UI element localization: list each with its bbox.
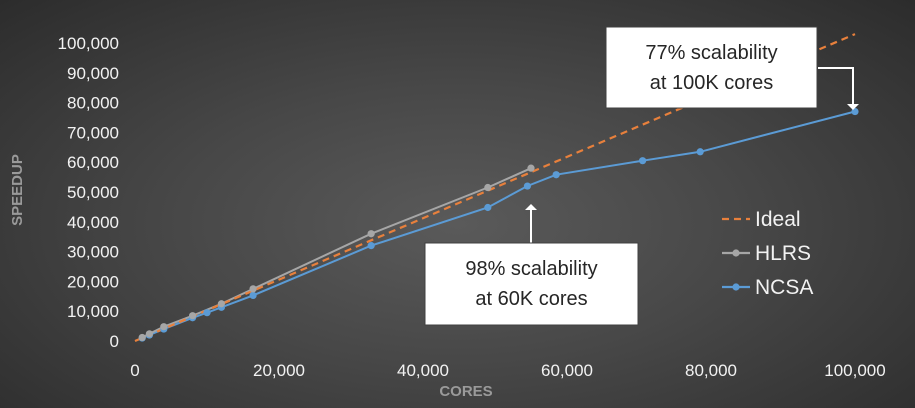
legend-item-hlrs: HLRS — [722, 242, 811, 265]
data-point-hlrs — [249, 285, 257, 293]
data-point-hlrs — [484, 183, 492, 192]
x-tick-label: 100,000 — [824, 361, 885, 380]
legend-marker — [732, 249, 740, 257]
y-tick-label: 10,000 — [67, 302, 119, 321]
x-tick-label: 40,000 — [397, 361, 449, 380]
data-point-ncsa — [203, 309, 211, 317]
y-tick-label: 30,000 — [67, 243, 119, 262]
x-tick-label: 80,000 — [685, 361, 737, 380]
x-tick-label: 0 — [130, 361, 139, 380]
legend-item-ncsa: NCSA — [722, 276, 813, 299]
data-point-ncsa — [249, 291, 257, 300]
data-point-hlrs — [189, 312, 197, 320]
data-point-hlrs — [367, 230, 375, 238]
callout-text: 98% scalability — [465, 258, 597, 280]
legend-label: NCSA — [755, 276, 813, 299]
callouts: 77% scalability at 100K cores 98% scalabil… — [424, 26, 859, 326]
y-tick-label: 0 — [110, 332, 119, 351]
data-point-hlrs — [138, 333, 146, 342]
data-point-ncsa — [639, 157, 647, 165]
legend-marker — [732, 283, 740, 291]
x-axis-title: CORES — [439, 383, 492, 400]
callout-arrowhead — [525, 204, 537, 210]
x-axis-ticks: 0 20,000 40,000 60,000 80,000 100,000 — [130, 361, 885, 380]
y-axis-ticks: 0 10,000 20,000 30,000 40,000 50,000 60,000 70,… — [58, 34, 119, 351]
callout-box — [605, 26, 818, 109]
callout-box — [424, 242, 639, 326]
y-tick-label: 20,000 — [67, 272, 119, 291]
callout-arrow — [818, 67, 854, 104]
x-tick-label: 20,000 — [253, 361, 305, 380]
y-tick-label: 40,000 — [67, 213, 119, 232]
data-point-ncsa — [367, 242, 375, 250]
legend: Ideal HLRS NCSA — [722, 208, 813, 299]
y-tick-label: 60,000 — [67, 153, 119, 172]
data-point-hlrs — [527, 164, 535, 172]
callout-98: 98% scalability at 60K cores — [424, 204, 639, 326]
callout-text: at 100K cores — [650, 72, 773, 94]
y-tick-label: 80,000 — [67, 94, 119, 113]
y-tick-label: 50,000 — [67, 183, 119, 202]
y-tick-label: 70,000 — [67, 123, 119, 142]
callout-77: 77% scalability at 100K cores — [605, 26, 859, 110]
callout-text: at 60K cores — [475, 288, 587, 310]
data-point-ncsa — [523, 182, 532, 190]
data-point-ncsa — [552, 171, 560, 179]
legend-label: Ideal — [755, 208, 801, 231]
y-tick-label: 100,000 — [58, 34, 119, 53]
data-point-hlrs — [217, 300, 225, 308]
y-tick-label: 90,000 — [67, 64, 119, 83]
callout-text: 77% scalability — [645, 42, 777, 64]
legend-label: HLRS — [755, 242, 811, 265]
x-tick-label: 60,000 — [541, 361, 593, 380]
y-axis-title: SPEEDUP — [9, 154, 26, 226]
callout-arrowhead — [847, 104, 859, 110]
data-point-ncsa — [484, 203, 492, 212]
data-point-ncsa — [696, 148, 704, 156]
legend-item-ideal: Ideal — [722, 208, 801, 231]
data-point-hlrs — [145, 330, 153, 338]
data-point-hlrs — [160, 323, 168, 331]
